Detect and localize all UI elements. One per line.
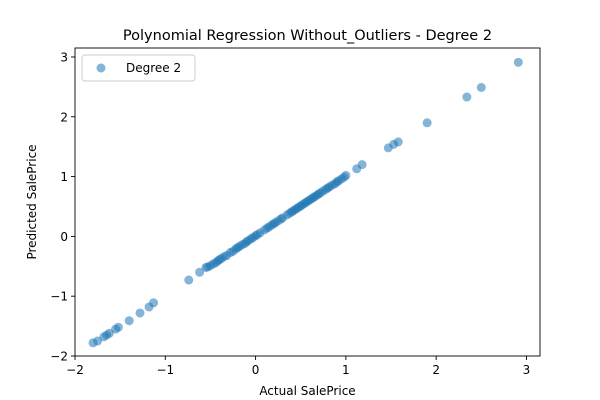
data-point [149,298,159,308]
y-tick-label: −1 [50,290,68,304]
y-tick-label: 1 [60,170,68,184]
data-point [422,118,432,128]
data-point [113,322,123,332]
y-tick-label: 2 [60,110,68,124]
data-point [124,316,134,326]
data-point [393,137,403,147]
legend: Degree 2 [81,54,196,82]
y-axis-label: Predicted SalePrice [25,144,39,259]
data-points [88,57,523,348]
y-tick-label: 0 [60,230,68,244]
data-point [513,57,523,67]
data-point [104,328,114,338]
legend-marker [96,63,106,73]
data-point [357,160,367,170]
x-tick-label: 1 [342,363,350,377]
chart-title: Polynomial Regression Without_Outliers -… [123,28,492,44]
y-axis: −2 −1 0 1 2 3 [50,50,75,364]
x-axis: −2 −1 0 1 2 3 [66,356,530,377]
y-tick-label: 3 [60,50,68,64]
x-tick-label: 2 [432,363,440,377]
y-tick-label: −2 [50,350,68,364]
x-tick-label: −2 [66,363,84,377]
x-axis-label: Actual SalePrice [259,384,355,398]
data-point [195,267,205,277]
data-point [476,82,486,92]
x-tick-label: −1 [156,363,174,377]
legend-label: Degree 2 [126,61,181,75]
x-tick-label: 0 [252,363,260,377]
data-point [135,308,145,318]
data-point [341,170,351,180]
data-point [462,92,472,102]
data-point [184,275,194,285]
x-tick-label: 3 [523,363,531,377]
plot-frame [74,47,541,357]
data-point [93,336,103,346]
legend-box [81,54,196,82]
